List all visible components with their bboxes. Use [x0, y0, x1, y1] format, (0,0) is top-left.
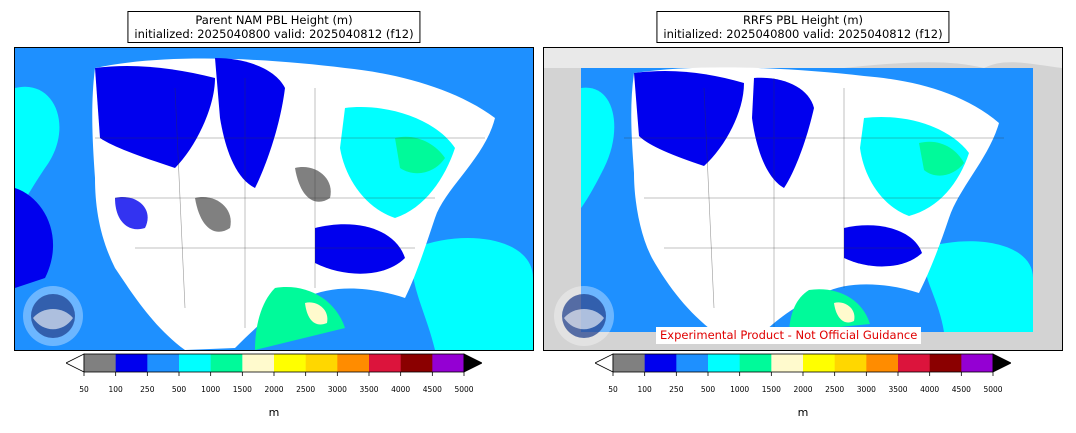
nam-map [14, 47, 534, 351]
colorbar-swatch [613, 354, 645, 372]
colorbar-tick-label: 1500 [761, 385, 781, 394]
colorbar-tick-label: 2500 [825, 385, 845, 394]
colorbar-tick-label: 4500 [422, 385, 442, 394]
colorbar-tick-label: 4000 [920, 385, 940, 394]
colorbar-swatch [305, 354, 338, 372]
colorbar-swatch [644, 354, 677, 372]
colorbar-tick-label: 5000 [983, 385, 1003, 394]
colorbar-swatch [898, 354, 930, 372]
colorbar-tick-label: 250 [140, 385, 155, 394]
colorbar-swatch [866, 354, 899, 372]
colorbar-tick-label: 2500 [296, 385, 316, 394]
colorbar-tick-label: 2000 [793, 385, 813, 394]
colorbar-swatch [210, 354, 243, 372]
colorbar-swatch [179, 354, 211, 372]
colorbar-swatch [369, 354, 401, 372]
colorbar-over-arrow [992, 353, 1011, 373]
colorbar-tick-label: 1500 [232, 385, 252, 394]
nam-colorbar-swatches [66, 353, 482, 376]
colorbar-swatch [242, 354, 275, 372]
nam-title: Parent NAM PBL Height (m) initialized: 2… [127, 11, 421, 43]
noaa-logo [23, 286, 83, 346]
nam-colorbar: 50 100 250 500 1000 1500 2000 2500 3000 3500 4000 4… [66, 353, 482, 433]
colorbar-tick-label: 50 [608, 385, 618, 394]
colorbar-tick-label: 500 [171, 385, 187, 394]
colorbar-swatch [803, 354, 835, 372]
colorbar-swatch [115, 354, 148, 372]
rrfs-colorbar-unit: m [797, 406, 809, 419]
rrfs-colorbar: 50 100 250 500 1000 1500 2000 2500 3000 3500 4000 4… [595, 353, 1011, 433]
colorbar-tick-label: 100 [637, 385, 652, 394]
nam-panel: Parent NAM PBL Height (m) initialized: 2… [14, 0, 534, 433]
colorbar-tick-label: 100 [108, 385, 123, 394]
rrfs-map-canvas [544, 48, 1062, 350]
nam-colorbar-unit: m [268, 406, 280, 419]
colorbar-swatch [929, 354, 962, 372]
colorbar-swatch [84, 354, 116, 372]
nam-title-line1: Parent NAM PBL Height (m) [195, 13, 353, 27]
colorbar-swatch [676, 354, 709, 372]
colorbar-swatch [337, 354, 370, 372]
colorbar-tick-label: 4500 [951, 385, 971, 394]
colorbar-tick-label: 50 [79, 385, 89, 394]
rrfs-panel: RRFS PBL Height (m) initialized: 2025040… [543, 0, 1063, 433]
colorbar-tick-label: 1000 [201, 385, 221, 394]
rrfs-colorbar-swatches [595, 353, 1011, 376]
rrfs-title: RRFS PBL Height (m) initialized: 2025040… [656, 11, 950, 43]
colorbar-tick-label: 3500 [359, 385, 379, 394]
colorbar-tick-label: 2000 [264, 385, 284, 394]
colorbar-swatch [400, 354, 433, 372]
noaa-logo-right [554, 286, 614, 346]
colorbar-swatch [432, 354, 465, 372]
experimental-disclaimer: Experimental Product - Not Official Guid… [656, 327, 922, 344]
colorbar-tick-label: 5000 [454, 385, 474, 394]
rrfs-title-line2: initialized: 2025040800 valid: 202504081… [663, 27, 943, 41]
colorbar-swatch [147, 354, 180, 372]
colorbar-swatch [961, 354, 994, 372]
colorbar-tick-label: 3500 [888, 385, 908, 394]
colorbar-under-arrow [66, 353, 85, 373]
colorbar-swatch [834, 354, 867, 372]
rrfs-map [543, 47, 1063, 351]
colorbar-tick-label: 3000 [327, 385, 347, 394]
rrfs-title-line1: RRFS PBL Height (m) [742, 13, 864, 27]
colorbar-tick-label: 1000 [730, 385, 750, 394]
colorbar-swatch [739, 354, 772, 372]
colorbar-swatch [771, 354, 804, 372]
nam-title-line2: initialized: 2025040800 valid: 202504081… [134, 27, 414, 41]
colorbar-swatch [708, 354, 740, 372]
colorbar-under-arrow [595, 353, 614, 373]
nam-map-canvas [15, 48, 533, 350]
colorbar-tick-label: 4000 [391, 385, 411, 394]
colorbar-tick-label: 3000 [856, 385, 876, 394]
colorbar-tick-label: 500 [700, 385, 716, 394]
colorbar-tick-label: 250 [669, 385, 684, 394]
colorbar-swatch [274, 354, 306, 372]
colorbar-over-arrow [463, 353, 482, 373]
